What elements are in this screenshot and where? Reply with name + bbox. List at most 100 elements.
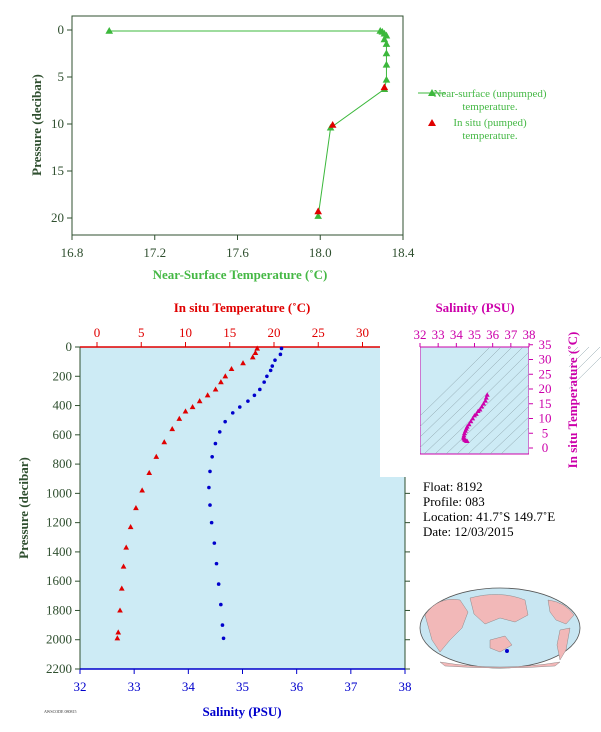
salinity-point xyxy=(220,623,225,627)
ts-salinity-tick-label: 36 xyxy=(486,327,500,342)
top-x-tick-label: 18.4 xyxy=(392,245,415,260)
salinity-tick-label: 32 xyxy=(74,679,87,694)
profile-number: Profile: 083 xyxy=(423,494,485,509)
top-y-tick-label: 0 xyxy=(58,22,65,37)
unpumped-temperature-line xyxy=(109,30,388,217)
float-id: Float: 8192 xyxy=(423,479,483,494)
legend-line-1: In situ (pumped) xyxy=(453,117,527,129)
temperature-point xyxy=(117,607,123,613)
salinity-point xyxy=(278,352,283,357)
temperature-tick-label: 0 xyxy=(94,325,101,340)
contour-mask xyxy=(529,317,569,477)
temperature-point xyxy=(133,505,139,511)
ts-x-axis-label: Salinity (PSU) xyxy=(435,300,514,315)
salinity-point xyxy=(216,582,221,586)
ts-point xyxy=(481,401,487,406)
temperature-point xyxy=(169,425,176,432)
temperature-tick-label: 5 xyxy=(138,325,145,340)
temperature-point xyxy=(182,408,189,414)
top-chart-series xyxy=(105,26,391,219)
salinity-point xyxy=(252,393,257,398)
top-chart-y-ticks: 0 5 10 15 20 xyxy=(51,22,72,225)
temperature-point xyxy=(123,544,130,550)
temperature-point xyxy=(254,345,261,351)
ts-temperature-tick-label: 20 xyxy=(539,381,552,396)
temperature-point xyxy=(249,354,256,360)
unpumped-temperature-point xyxy=(314,212,322,219)
legend-marker-pumped xyxy=(428,119,436,126)
density-contour xyxy=(412,346,524,455)
top-x-tick-label: 18.0 xyxy=(309,245,332,260)
unpumped-temperature-point xyxy=(382,75,391,83)
salinity-point xyxy=(208,469,212,474)
pressure-tick-label: 1600 xyxy=(46,573,72,588)
map-land-africa-europe xyxy=(424,599,469,653)
temperature-point xyxy=(222,373,229,379)
temperature-tick-label: 15 xyxy=(223,325,236,340)
temperature-point xyxy=(118,585,125,591)
legend-marker-unpumped xyxy=(428,89,436,96)
salinity-tick-label: 35 xyxy=(236,679,249,694)
ts-points xyxy=(461,392,490,444)
ts-y-axis-label: In situ Temperature (˚C) xyxy=(565,332,580,469)
pressure-tick-label: 1200 xyxy=(46,515,72,530)
float-info: Float: 8192 Profile: 083 Location: 41.7˚… xyxy=(423,479,555,539)
map-land-asia xyxy=(469,594,529,625)
legend-line-2: temperature. xyxy=(462,130,518,142)
temperature-point xyxy=(120,563,127,569)
pressure-tick-label: 1400 xyxy=(46,544,72,559)
footer-code: AWSCODE 080815 xyxy=(44,709,76,714)
salinity-point xyxy=(273,358,277,362)
temperature-point xyxy=(176,415,183,421)
ts-point xyxy=(461,433,467,438)
ts-point xyxy=(462,430,467,436)
salinity-point xyxy=(265,374,269,379)
pumped-temperature-point xyxy=(328,120,337,128)
temperature-tick-label: 20 xyxy=(268,325,281,340)
salinity-tick-label: 37 xyxy=(344,679,358,694)
map-land-north-america xyxy=(547,599,575,625)
ts-salinity-tick-label: 33 xyxy=(432,327,445,342)
top-y-tick-label: 15 xyxy=(51,163,64,178)
ts-temperature-tick-label: 0 xyxy=(542,440,549,455)
pressure-tick-label: 800 xyxy=(53,456,73,471)
salinity-point xyxy=(210,454,214,459)
ts-point xyxy=(464,438,470,444)
temperature-point xyxy=(218,379,224,385)
temperature-tick-label: 30 xyxy=(356,325,369,340)
ts-temperature-tick-label: 5 xyxy=(542,425,549,440)
ts-temperature-tick-label: 15 xyxy=(539,396,552,411)
top-chart-y-axis-label: Pressure (decibar) xyxy=(29,74,44,176)
legend-line-1: Near-surface (unpumped) xyxy=(433,88,546,100)
temperature-point xyxy=(114,635,121,641)
salinity-point xyxy=(262,380,266,384)
pressure-axis-ticks: 0 200 400 600 800 1000 1200 1400 1600 1800 2000 220… xyxy=(46,339,410,676)
legend-line-2: temperature. xyxy=(462,101,518,113)
ts-point xyxy=(484,392,490,397)
pressure-tick-label: 200 xyxy=(53,368,73,383)
temperature-point xyxy=(153,453,160,459)
salinity-point xyxy=(246,399,250,403)
salinity-point xyxy=(213,441,218,446)
pressure-tick-label: 2000 xyxy=(46,632,72,647)
salinity-point xyxy=(207,485,211,490)
ts-temperature-tick-label: 25 xyxy=(539,366,552,381)
ts-salinity-tick-label: 37 xyxy=(504,327,518,342)
unpumped-temperature-point xyxy=(382,40,391,47)
map-land-australia xyxy=(489,635,513,653)
ts-salinity-tick-label: 34 xyxy=(450,327,464,342)
unpumped-temperature-point xyxy=(382,60,391,68)
top-y-tick-label: 20 xyxy=(51,210,64,225)
temperature-point xyxy=(196,398,203,404)
ts-point xyxy=(483,395,489,400)
float-position-marker xyxy=(505,649,509,653)
pumped-temperature-point xyxy=(380,83,389,91)
temperature-point xyxy=(161,439,168,445)
ts-point xyxy=(472,412,477,418)
pressure-axis-label: Pressure (decibar) xyxy=(16,457,31,559)
top-x-tick-label: 17.2 xyxy=(143,245,166,260)
ts-temperature-tick-label: 35 xyxy=(539,337,552,352)
